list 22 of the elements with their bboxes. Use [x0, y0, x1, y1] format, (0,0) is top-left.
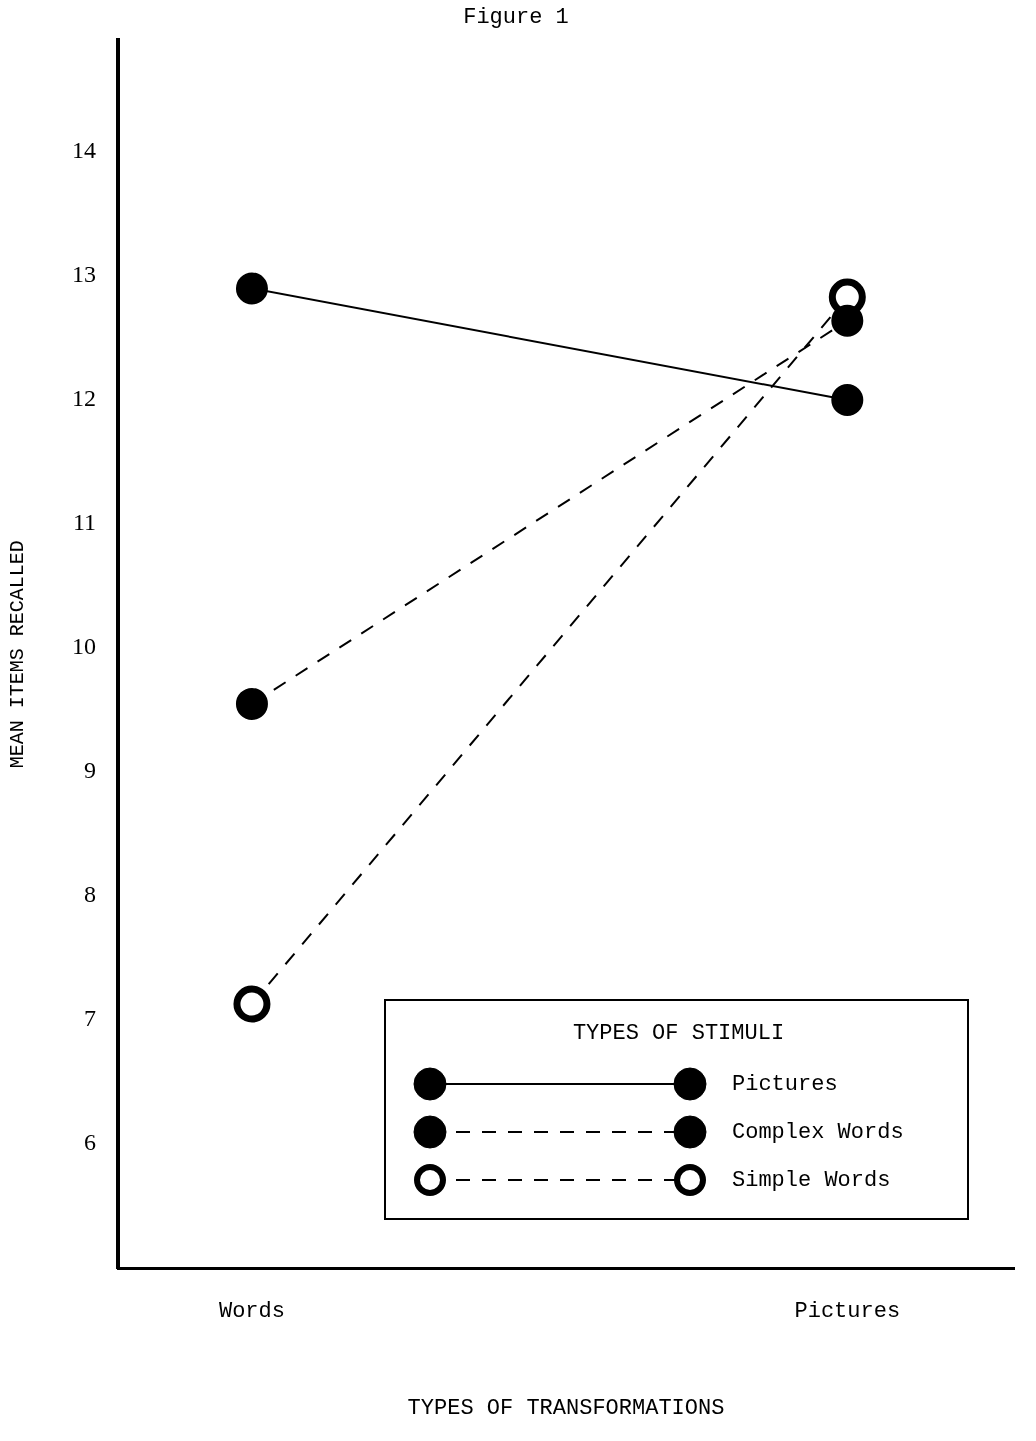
y-tick-label: 6 — [84, 1129, 96, 1156]
legend-label: Complex Words — [732, 1119, 904, 1145]
point — [233, 985, 271, 1023]
y-tick-label: 10 — [72, 633, 96, 660]
point — [235, 687, 268, 720]
y-axis-title: MEAN ITEMS RECALLED — [6, 540, 30, 769]
y-tick-label: 13 — [72, 261, 96, 288]
legend-title: TYPES OF STIMULI — [571, 1021, 786, 1047]
y-tick-label: 11 — [72, 509, 96, 536]
x-tick-label: Words — [218, 1299, 285, 1325]
y-tick-label: 14 — [72, 137, 96, 164]
point — [831, 384, 864, 417]
chart-title: Figure 1 — [463, 5, 569, 31]
point — [235, 272, 268, 305]
y-tick-label: 12 — [72, 385, 96, 412]
y-tick-label: 8 — [84, 881, 96, 908]
y-tick-label: 9 — [84, 757, 96, 784]
legend-label: Simple Words — [732, 1167, 891, 1193]
y-tick-label: 7 — [84, 1005, 96, 1032]
legend-label: Pictures — [732, 1071, 838, 1097]
x-axis-title: TYPES OF TRANSFORMATIONS — [407, 1395, 725, 1421]
point — [831, 304, 864, 337]
